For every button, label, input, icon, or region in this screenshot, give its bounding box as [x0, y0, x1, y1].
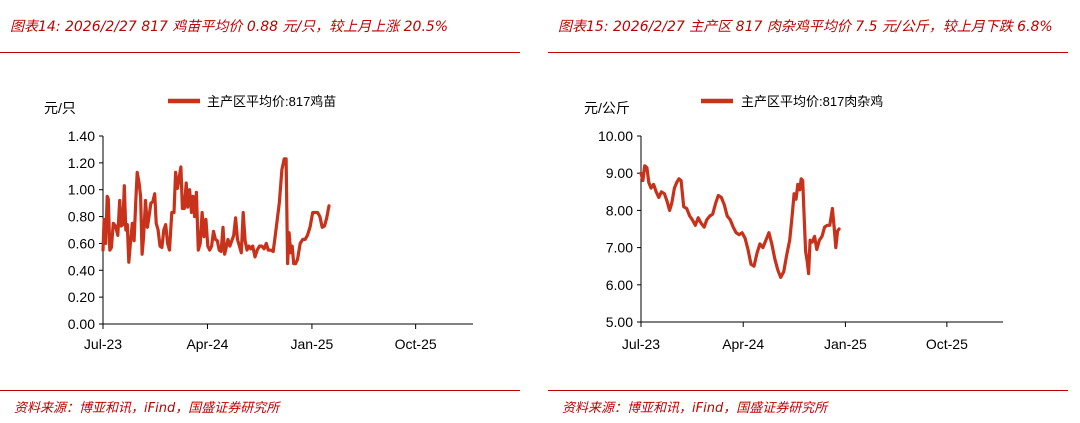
- y-tick-label: 10.00: [598, 128, 633, 144]
- y-tick-label: 0.40: [68, 262, 95, 278]
- x-tick-label: Jan-25: [291, 336, 334, 352]
- bottom-rule: [0, 390, 520, 391]
- y-tick-label: 1.40: [68, 128, 95, 144]
- x-tick-label: Jul-23: [622, 336, 660, 352]
- legend-label: 主产区平均价:817肉杂鸡: [741, 94, 883, 109]
- x-tick-label: Jul-23: [84, 336, 122, 352]
- y-tick-label: 7.00: [606, 240, 633, 256]
- source-note: 资料来源：博亚和讯，iFind，国盛证券研究所: [14, 401, 280, 416]
- y-tick-label: 0.20: [68, 289, 95, 305]
- y-tick-label: 6.00: [606, 277, 633, 293]
- x-tick-label: Apr-24: [722, 336, 764, 352]
- price-chart-817-chick: 元/只 主产区平均价:817鸡苗 0.00 0.20 0.40 0.60 0.80 1.00 1…: [44, 94, 473, 352]
- x-tick-label: Oct-25: [395, 336, 437, 352]
- y-tick-label: 0.80: [68, 209, 95, 225]
- top-rule: [0, 52, 520, 53]
- y-tick-label: 9.00: [606, 165, 633, 181]
- y-tick-label: 8.00: [606, 202, 633, 218]
- series-line: [639, 164, 841, 279]
- legend-label: 主产区平均价:817鸡苗: [207, 94, 336, 109]
- series-line: [101, 157, 331, 266]
- chart-title: 图表14: 2026/2/27 817 鸡苗平均价 0.88 元/只，较上月上涨…: [10, 19, 449, 35]
- x-tick-label: Apr-24: [186, 336, 228, 352]
- chart-title: 图表15: 2026/2/27 主产区 817 肉杂鸡平均价 7.5 元/公斤，…: [558, 19, 1053, 35]
- y-tick-label: 0.60: [68, 235, 95, 251]
- y-tick-label: 0.00: [68, 316, 95, 332]
- y-unit-label: 元/公斤: [584, 100, 630, 116]
- bottom-rule: [548, 390, 1068, 391]
- top-rule: [548, 52, 1068, 53]
- chart-panel-14: 图表14: 2026/2/27 817 鸡苗平均价 0.88 元/只，较上月上涨…: [0, 0, 532, 423]
- x-tick-label: Jan-25: [824, 336, 867, 352]
- price-chart-817-broiler: 元/公斤 主产区平均价:817肉杂鸡 5.00 6.00 7.00 8.00 9.00 10.…: [584, 94, 1003, 352]
- x-tick-label: Oct-25: [926, 336, 968, 352]
- chart-panel-15: 图表15: 2026/2/27 主产区 817 肉杂鸡平均价 7.5 元/公斤，…: [548, 0, 1080, 423]
- y-tick-label: 5.00: [606, 314, 633, 330]
- y-tick-label: 1.00: [68, 182, 95, 198]
- y-unit-label: 元/只: [44, 100, 76, 116]
- source-note: 资料来源：博亚和讯，iFind，国盛证券研究所: [562, 401, 828, 416]
- y-tick-label: 1.20: [68, 155, 95, 171]
